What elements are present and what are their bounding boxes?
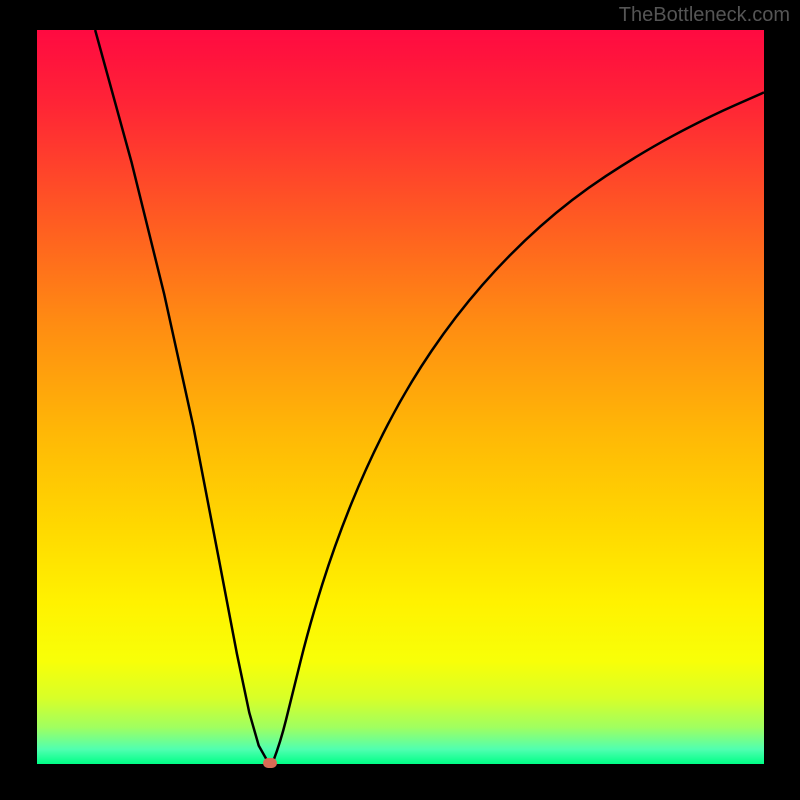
chart-container: TheBottleneck.com <box>0 0 800 800</box>
curve-overlay <box>37 30 764 764</box>
plot-area <box>37 30 764 764</box>
curve-left-branch <box>95 30 267 761</box>
minimum-marker <box>263 758 277 768</box>
watermark-text: TheBottleneck.com <box>619 4 790 27</box>
curve-right-branch <box>273 92 764 761</box>
